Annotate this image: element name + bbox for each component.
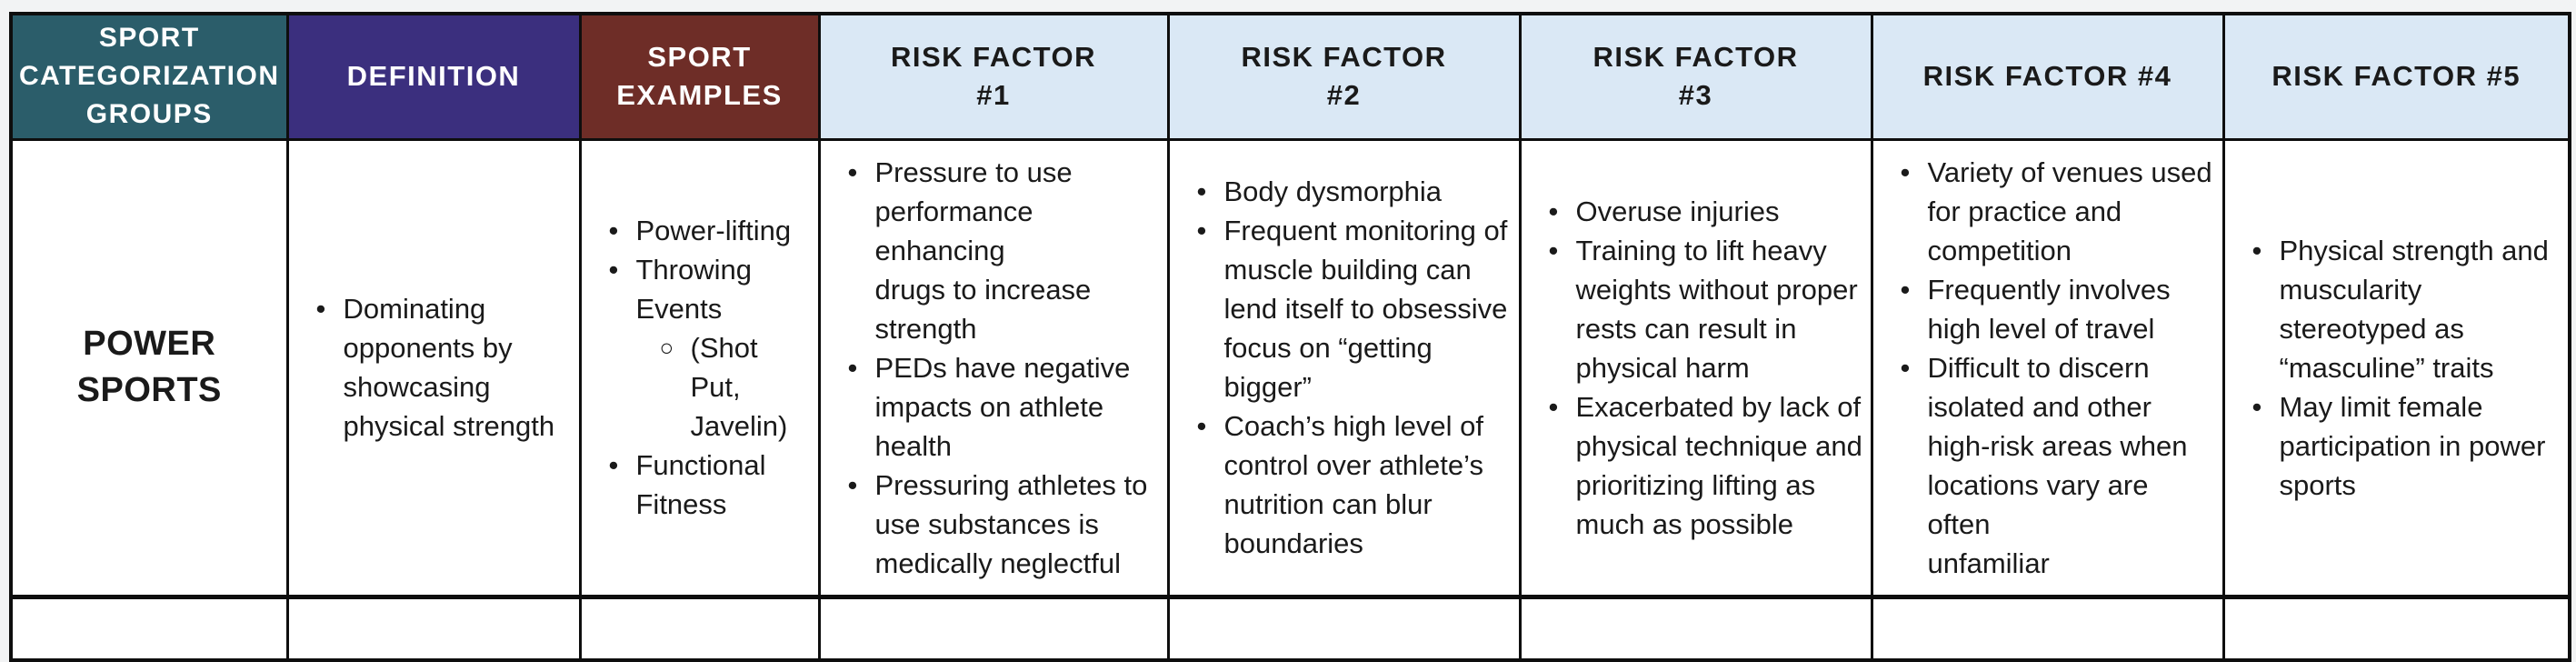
- empty-cell: [1166, 595, 1522, 662]
- risk-factor-3-cell: • Overuse injuries • Training to lift heavy…: [1518, 137, 1873, 599]
- dot-bullet-icon: •: [847, 155, 858, 188]
- bullet-text: Training to lift heavy weights without p…: [1575, 234, 1858, 384]
- risk-factor-1-list: • Pressure to use performance enhancing d…: [821, 153, 1160, 583]
- table-header-row: SPORT CATEGORIZATION GROUPS DEFINITION S…: [9, 12, 2571, 141]
- header-sport-categorization-groups: SPORT CATEGORIZATION GROUPS: [9, 12, 289, 141]
- risk-factor-5-list: • Physical strength and muscularity stere…: [2225, 231, 2561, 505]
- bullet-text: Difficult to discern isolated and other …: [1927, 351, 2188, 579]
- definition-cell: • Dominating opponents by showcasing phys…: [285, 137, 582, 599]
- bullet-text: Coach’s high level of control over athle…: [1223, 410, 1484, 559]
- dot-bullet-icon: •: [608, 254, 619, 286]
- dot-bullet-icon: •: [1196, 410, 1207, 442]
- next-row-partial: [9, 595, 2571, 662]
- dot-bullet-icon: •: [2252, 390, 2262, 423]
- header-risk-factor-1: RISK FACTOR #1: [817, 12, 1170, 141]
- bullet-item: • Training to lift heavy weights without …: [1549, 231, 1863, 387]
- bullet-item: • May limit female participation in power…: [2252, 387, 2561, 505]
- sport-risk-factor-table: SPORT CATEGORIZATION GROUPS DEFINITION S…: [9, 12, 2571, 662]
- bullet-text: Power-lifting: [635, 215, 792, 246]
- sport-examples-cell: • Power-lifting • Throwing Events ○ (Shot Put…: [578, 137, 821, 599]
- risk-factor-1-cell: • Pressure to use performance enhancing d…: [817, 137, 1170, 599]
- bullet-text: Overuse injuries: [1575, 195, 1780, 227]
- header-sport-examples: SPORT EXAMPLES: [578, 12, 821, 141]
- bullet-text: Functional Fitness: [635, 449, 766, 520]
- bullet-text: Exacerbated by lack of physical techniqu…: [1575, 390, 1862, 540]
- dot-bullet-icon: •: [1548, 390, 1559, 423]
- empty-cell: [2222, 595, 2571, 662]
- bullet-text: Pressure to use performance enhancing dr…: [874, 155, 1092, 345]
- bullet-item: • Body dysmorphia: [1197, 172, 1512, 211]
- header-risk-factor-2: RISK FACTOR #2: [1166, 12, 1522, 141]
- circle-bullet-icon: ○: [659, 334, 674, 361]
- header-risk-factor-3: RISK FACTOR #3: [1518, 12, 1873, 141]
- bullet-text: (Shot Put, Javelin): [690, 332, 788, 442]
- bullet-text: PEDs have negative impacts on athlete he…: [874, 351, 1131, 462]
- bullet-item: • Variety of venues used for practice and…: [1901, 153, 2215, 270]
- bullet-item: • Difficult to discern isolated and other…: [1901, 348, 2215, 583]
- power-sports-row: POWER SPORTS • Dominating opponents by sh…: [9, 137, 2571, 599]
- table-stage: SPORT CATEGORIZATION GROUPS DEFINITION S…: [9, 12, 2571, 662]
- bullet-item: • Physical strength and muscularity stere…: [2252, 231, 2561, 387]
- risk-factor-2-list: • Body dysmorphia • Frequent monitoring of …: [1170, 172, 1512, 563]
- dot-bullet-icon: •: [847, 351, 858, 384]
- bullet-text: Variety of venues used for practice and …: [1927, 155, 2212, 266]
- dot-bullet-icon: •: [1900, 351, 1911, 384]
- definition-list: • Dominating opponents by showcasing phys…: [289, 289, 572, 446]
- bullet-text: Frequently involves high level of travel: [1927, 273, 2171, 345]
- dot-bullet-icon: •: [847, 468, 858, 501]
- bullet-item: • Functional Fitness: [609, 446, 811, 524]
- risk-factor-3-list: • Overuse injuries • Training to lift heavy…: [1522, 192, 1863, 544]
- empty-cell: [1870, 595, 2225, 662]
- dot-bullet-icon: •: [608, 449, 619, 481]
- bullet-text: Physical strength and muscularity stereo…: [2279, 234, 2549, 384]
- empty-cell: [817, 595, 1170, 662]
- table-screenshot: { "colors": { "header_teal": "#2B5D6A", …: [9, 12, 2571, 662]
- bullet-text: Throwing Events: [635, 254, 753, 325]
- group-name-cell: POWER SPORTS: [9, 137, 289, 599]
- bullet-item: • Power-lifting: [609, 211, 811, 250]
- dot-bullet-icon: •: [1548, 234, 1559, 266]
- bullet-item: • Frequent monitoring of muscle building …: [1197, 211, 1512, 406]
- bullet-text: Dominating opponents by showcasing physi…: [343, 293, 555, 442]
- empty-cell: [578, 595, 821, 662]
- sub-bullet-item: ○ (Shot Put, Javelin): [609, 328, 811, 446]
- dot-bullet-icon: •: [2252, 234, 2262, 266]
- bullet-text: Frequent monitoring of muscle building c…: [1223, 215, 1508, 403]
- bullet-item: • Pressure to use performance enhancing d…: [848, 153, 1160, 348]
- empty-cell: [285, 595, 582, 662]
- dot-bullet-icon: •: [315, 293, 326, 325]
- risk-factor-2-cell: • Body dysmorphia • Frequent monitoring of …: [1166, 137, 1522, 599]
- dot-bullet-icon: •: [1900, 273, 1911, 306]
- dot-bullet-icon: •: [1548, 195, 1559, 227]
- bullet-item: • Frequently involves high level of trave…: [1901, 270, 2215, 348]
- bullet-item: • Pressuring athletes to use substances i…: [848, 466, 1160, 583]
- bullet-text: May limit female participation in power …: [2279, 390, 2546, 501]
- header-risk-factor-5: RISK FACTOR #5: [2222, 12, 2571, 141]
- bullet-item: • PEDs have negative impacts on athlete h…: [848, 348, 1160, 466]
- header-risk-factor-4: RISK FACTOR #4: [1870, 12, 2225, 141]
- dot-bullet-icon: •: [608, 215, 619, 246]
- risk-factor-4-cell: • Variety of venues used for practice and…: [1870, 137, 2225, 599]
- sport-examples-list: • Power-lifting • Throwing Events ○ (Shot Put…: [582, 211, 811, 524]
- empty-cell: [9, 595, 289, 662]
- risk-factor-5-cell: • Physical strength and muscularity stere…: [2222, 137, 2571, 599]
- dot-bullet-icon: •: [1196, 176, 1207, 207]
- dot-bullet-icon: •: [1900, 155, 1911, 188]
- bullet-text: Pressuring athletes to use substances is…: [874, 468, 1148, 579]
- bullet-item: • Dominating opponents by showcasing phys…: [316, 289, 572, 446]
- dot-bullet-icon: •: [1196, 215, 1207, 246]
- bullet-item: • Exacerbated by lack of physical techniq…: [1549, 387, 1863, 544]
- bullet-item: • Overuse injuries: [1549, 192, 1863, 231]
- bullet-text: Body dysmorphia: [1223, 176, 1443, 207]
- header-definition: DEFINITION: [285, 12, 582, 141]
- risk-factor-4-list: • Variety of venues used for practice and…: [1873, 153, 2215, 583]
- bullet-item: • Coach’s high level of control over athl…: [1197, 406, 1512, 563]
- bullet-item: • Throwing Events: [609, 250, 811, 328]
- empty-cell: [1518, 595, 1873, 662]
